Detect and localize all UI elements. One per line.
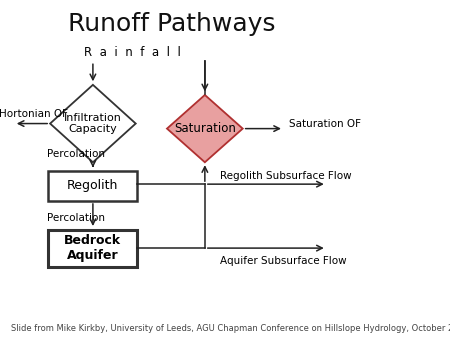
Text: Infiltration
Capacity: Infiltration Capacity <box>64 113 122 135</box>
Polygon shape <box>167 95 243 162</box>
Text: Runoff Pathways: Runoff Pathways <box>68 13 276 37</box>
FancyBboxPatch shape <box>49 230 137 267</box>
Text: R  a  i  n  f  a  l  l: R a i n f a l l <box>84 46 181 59</box>
Text: Percolation: Percolation <box>47 149 105 159</box>
Text: Saturation OF: Saturation OF <box>289 119 361 129</box>
Text: Aquifer Subsurface Flow: Aquifer Subsurface Flow <box>220 256 346 266</box>
FancyBboxPatch shape <box>49 171 137 201</box>
Text: Saturation: Saturation <box>174 122 236 135</box>
Polygon shape <box>50 85 136 162</box>
Text: Bedrock
Aquifer: Bedrock Aquifer <box>64 234 122 262</box>
Text: Percolation: Percolation <box>47 213 105 223</box>
Text: Regolith: Regolith <box>67 179 119 192</box>
Text: Hortonian OF: Hortonian OF <box>0 109 68 119</box>
Text: Regolith Subsurface Flow: Regolith Subsurface Flow <box>220 171 351 181</box>
Text: Slide from Mike Kirkby, University of Leeds, AGU Chapman Conference on Hillslope: Slide from Mike Kirkby, University of Le… <box>11 324 450 333</box>
